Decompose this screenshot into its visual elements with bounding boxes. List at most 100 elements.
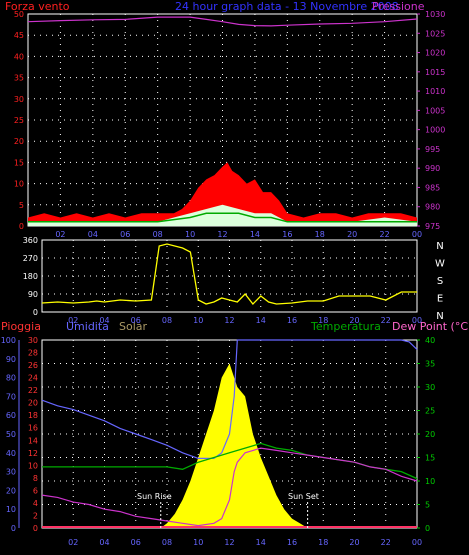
humidity-axis-tick: 0: [11, 524, 16, 533]
wind-speed-area: [28, 204, 417, 226]
compass-label: N: [436, 241, 443, 252]
humidity-axis-tick: 90: [6, 355, 16, 364]
wind-axis-tick: 35: [14, 74, 24, 83]
humidity-axis-tick: 100: [1, 336, 16, 345]
wind-direction-line: [41, 243, 417, 305]
wind-axis-tick: 25: [14, 116, 24, 125]
compass-label: E: [437, 294, 443, 305]
humidity-axis-tick: 20: [6, 486, 16, 495]
direction-axis-tick: 270: [23, 254, 38, 263]
compass-label: W: [435, 259, 445, 270]
wind-axis-tick: 0: [19, 222, 24, 231]
temp-axis-tick: 35: [425, 360, 435, 369]
wind-average-line: [28, 212, 417, 223]
rain-axis-tick: 8: [33, 474, 38, 483]
direction-time-tick: 10: [193, 316, 203, 325]
pressure-axis-tick: 1030: [425, 10, 445, 19]
wind-time-tick: 00: [412, 230, 422, 239]
wind-axis-tick: 45: [14, 31, 24, 40]
pressure-axis-tick: 995: [425, 145, 440, 154]
wind-time-tick: 16: [282, 230, 292, 239]
humidity-axis-tick: 60: [6, 411, 16, 420]
dew-point-line: [41, 447, 418, 527]
wind-time-tick: 22: [379, 230, 389, 239]
direction-time-tick: 12: [224, 316, 234, 325]
chart-title: 24 hour graph data - 13 Novembre 2008: [175, 0, 399, 13]
rain-axis-tick: 12: [28, 449, 38, 458]
wind-time-tick: 02: [55, 230, 65, 239]
humidity-axis-tick: 30: [6, 468, 16, 477]
wind-axis-tick: 40: [14, 52, 24, 61]
rain-label: Pioggia: [1, 320, 41, 333]
direction-time-tick: 02: [68, 316, 78, 325]
weather-time-tick: 10: [193, 538, 203, 547]
wind-time-tick: 08: [153, 230, 163, 239]
rain-axis-tick: 4: [33, 499, 38, 508]
pressure-axis-tick: 1015: [425, 68, 445, 77]
solar-area: [160, 363, 308, 528]
temp-axis-tick: 30: [425, 383, 435, 392]
temp-axis-tick: 40: [425, 336, 435, 345]
weather-time-tick: 02: [68, 538, 78, 547]
weather-time-tick: 20: [349, 538, 359, 547]
direction-axis-tick: 180: [23, 272, 38, 281]
pressure-axis-tick: 1010: [425, 87, 445, 96]
rain-axis-tick: 18: [28, 411, 38, 420]
temp-axis-tick: 20: [425, 430, 435, 439]
direction-time-tick: 22: [381, 316, 391, 325]
weather-time-tick: 04: [99, 538, 109, 547]
wind-time-tick: 14: [250, 230, 260, 239]
sun-set-label: Sun Set: [288, 492, 319, 501]
pressure-axis-title: Pressione: [372, 0, 425, 13]
rain-axis-tick: 22: [28, 386, 38, 395]
direction-axis-tick: 90: [28, 290, 38, 299]
pressure-axis-tick: 975: [425, 222, 440, 231]
wind-time-tick: 06: [120, 230, 130, 239]
humidity-axis-tick: 50: [6, 430, 16, 439]
rain-axis-tick: 10: [28, 461, 38, 470]
direction-axis-tick: 360: [23, 236, 38, 245]
pressure-axis-tick: 1020: [425, 49, 445, 58]
rain-axis-tick: 6: [33, 486, 38, 495]
direction-time-tick: 04: [99, 316, 109, 325]
rain-axis-tick: 24: [28, 374, 38, 383]
weather-time-tick: 06: [131, 538, 141, 547]
temp-axis-tick: 0: [425, 524, 430, 533]
weather-time-tick: 08: [162, 538, 172, 547]
weather-time-tick: 14: [256, 538, 266, 547]
direction-time-tick: 06: [131, 316, 141, 325]
pressure-axis-tick: 985: [425, 183, 440, 192]
pressure-axis-tick: 1000: [425, 126, 445, 135]
wind-axis-tick: 30: [14, 95, 24, 104]
humidity-axis-tick: 80: [6, 374, 16, 383]
pressure-axis-tick: 1025: [425, 29, 445, 38]
temp-axis-tick: 25: [425, 407, 435, 416]
wind-axis-title: Forza vento: [5, 0, 70, 13]
humidity-axis-tick: 40: [6, 449, 16, 458]
direction-axis-tick: 0: [33, 308, 38, 317]
wind-time-tick: 12: [217, 230, 227, 239]
rain-axis-tick: 14: [28, 436, 38, 445]
temp-axis-tick: 15: [425, 454, 435, 463]
direction-time-tick: 08: [162, 316, 172, 325]
wind-axis-tick: 10: [14, 180, 24, 189]
wind-axis-tick: 15: [14, 158, 24, 167]
pressure-axis-tick: 990: [425, 164, 440, 173]
compass-label: N: [436, 311, 443, 322]
weather-time-tick: 18: [318, 538, 328, 547]
temp-axis-tick: 10: [425, 477, 435, 486]
rain-axis-tick: 2: [33, 511, 38, 520]
rain-axis-tick: 16: [28, 424, 38, 433]
wind-time-tick: 18: [315, 230, 325, 239]
rain-axis-tick: 26: [28, 361, 38, 370]
direction-time-tick: 00: [412, 316, 422, 325]
rain-axis-tick: 30: [28, 336, 38, 345]
humidity-label: Umidita: [66, 320, 109, 333]
temperature-label: Temperatura: [310, 320, 381, 333]
rain-axis-tick: 20: [28, 399, 38, 408]
direction-time-tick: 20: [349, 316, 359, 325]
humidity-axis-tick: 70: [6, 392, 16, 401]
wind-time-tick: 10: [185, 230, 195, 239]
